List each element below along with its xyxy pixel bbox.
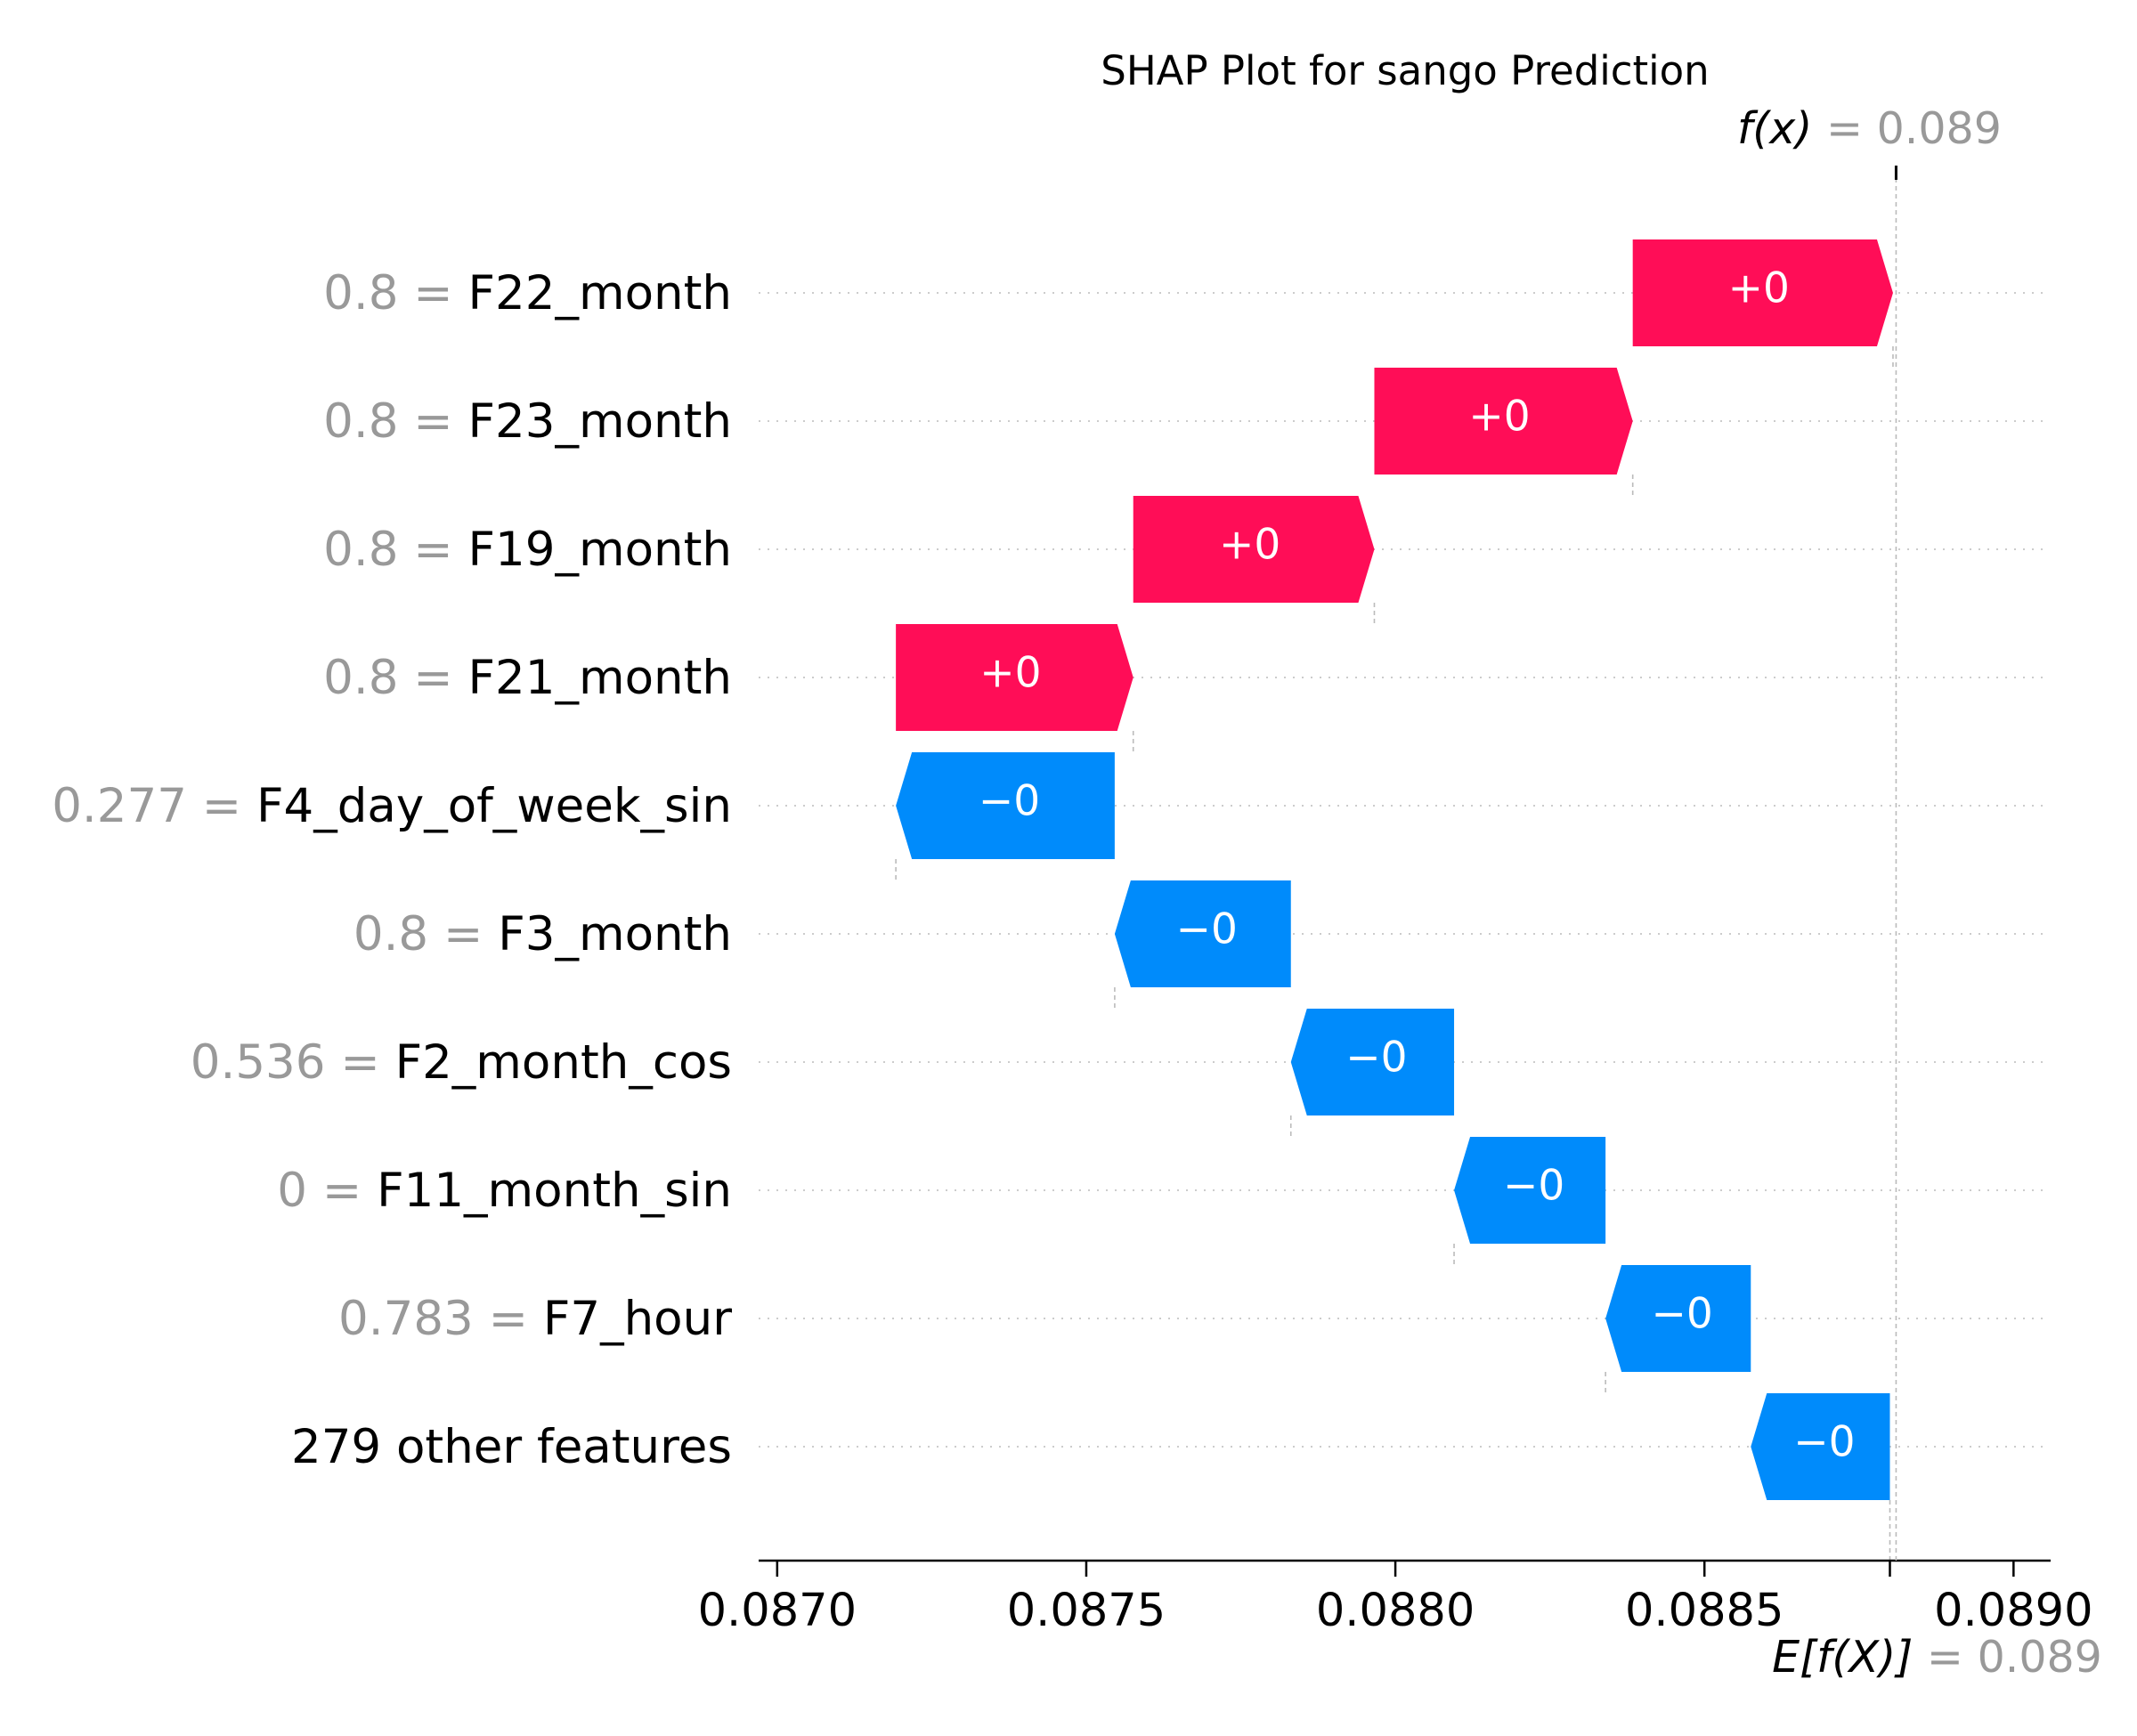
bar-value-label: −0 (1652, 1290, 1713, 1339)
negative-shap-bar (1114, 880, 1291, 987)
positive-shap-bar (1133, 496, 1375, 603)
bar-value-label: −0 (1503, 1162, 1564, 1211)
feature-label: 0.783 = F7_hour (338, 1292, 732, 1346)
negative-shap-bar (1454, 1137, 1606, 1244)
bar-connectors (895, 346, 1894, 1561)
feature-value: 0.8 (323, 651, 398, 705)
equals-sign: = (428, 907, 498, 961)
bar-value-label: +0 (1728, 264, 1790, 313)
feature-value: 0.783 (338, 1292, 474, 1346)
feature-value: 0 (277, 1164, 307, 1218)
feature-name: F3_month (498, 907, 732, 961)
feature-name: F11_month_sin (377, 1164, 732, 1218)
bar-value-label: −0 (1176, 905, 1238, 954)
bars: +0 +0 +0 +0 −0 −0 −0 −0 −0 −0 (896, 239, 1893, 1500)
feature-name: F2_month_cos (395, 1035, 732, 1090)
bar-value-label: +0 (979, 649, 1041, 698)
feature-label: 0.8 = F21_month (323, 651, 732, 705)
expected-value-number: = 0.089 (1913, 1632, 2102, 1683)
expected-value-annotation: E[f(X)] = 0.089 (1772, 1561, 2102, 1683)
positive-shap-bar (896, 624, 1134, 731)
feature-value: 0.8 (323, 523, 398, 577)
fx-symbol: f(x) (1737, 103, 1812, 154)
feature-name: 279 other features (291, 1420, 732, 1474)
equals-sign: = (474, 1292, 543, 1346)
x-axis: 0.0870 0.0875 0.0880 0.0885 0.0890 (698, 1559, 2093, 1637)
feature-label: 0.536 = F2_month_cos (191, 1035, 732, 1090)
feature-value: 0.536 (191, 1035, 326, 1090)
equals-sign: = (325, 1035, 394, 1090)
fx-annotation: f(x) = 0.089 (1737, 103, 2002, 1561)
negative-shap-bar (1751, 1393, 1890, 1500)
chart-title: SHAP Plot for sango Prediction (1101, 47, 1709, 94)
expected-value-label: E[f(X)] = 0.089 (1772, 1632, 2102, 1683)
x-tick-label: 0.0870 (698, 1585, 857, 1637)
feature-name: F22_month (468, 266, 732, 320)
x-tick-label: 0.0875 (1007, 1585, 1166, 1637)
feature-value: 0.8 (323, 266, 398, 320)
bar-value-label: −0 (1345, 1034, 1407, 1083)
x-tick-label: 0.0885 (1625, 1585, 1784, 1637)
positive-shap-bar (1632, 239, 1893, 346)
feature-label: 0.8 = F22_month (323, 266, 732, 320)
feature-label: 0.8 = F19_month (323, 523, 732, 577)
feature-name: F21_month (468, 651, 732, 705)
expected-value-symbol: E[f(X)] (1772, 1632, 1913, 1683)
bar-value-label: +0 (1468, 393, 1530, 442)
equals-sign: = (398, 266, 467, 320)
positive-shap-bar (1374, 368, 1633, 475)
bar-value-label: +0 (1219, 521, 1280, 570)
feature-name: F23_month (468, 394, 732, 449)
feature-value: 0.277 (52, 779, 187, 833)
feature-label: 0.277 = F4_day_of_week_sin (52, 779, 732, 833)
feature-value: 0.8 (353, 907, 428, 961)
bar-value-label: −0 (1793, 1418, 1855, 1467)
equals-sign: = (398, 651, 467, 705)
bar-value-label: −0 (979, 777, 1040, 826)
equals-sign: = (398, 523, 467, 577)
negative-shap-bar (1290, 1009, 1455, 1115)
equals-sign: = (307, 1164, 377, 1218)
feature-name: F19_month (468, 523, 732, 577)
feature-label: 0.8 = F3_month (353, 907, 732, 961)
feature-name: F4_day_of_week_sin (256, 779, 732, 833)
feature-label: 0.8 = F23_month (323, 394, 732, 449)
feature-name: F7_hour (543, 1292, 732, 1346)
negative-shap-bar (1605, 1265, 1751, 1372)
x-tick-label: 0.0880 (1316, 1585, 1475, 1637)
feature-label: 0 = F11_month_sin (277, 1164, 732, 1218)
feature-value: 0.8 (323, 394, 398, 449)
fx-value: = 0.089 (1812, 103, 2002, 154)
fx-label: f(x) = 0.089 (1737, 103, 2002, 154)
x-tick-label: 0.0890 (1934, 1585, 2092, 1637)
feature-label: 279 other features (291, 1420, 732, 1474)
negative-shap-bar (896, 752, 1115, 859)
equals-sign: = (187, 779, 256, 833)
equals-sign: = (398, 394, 467, 449)
